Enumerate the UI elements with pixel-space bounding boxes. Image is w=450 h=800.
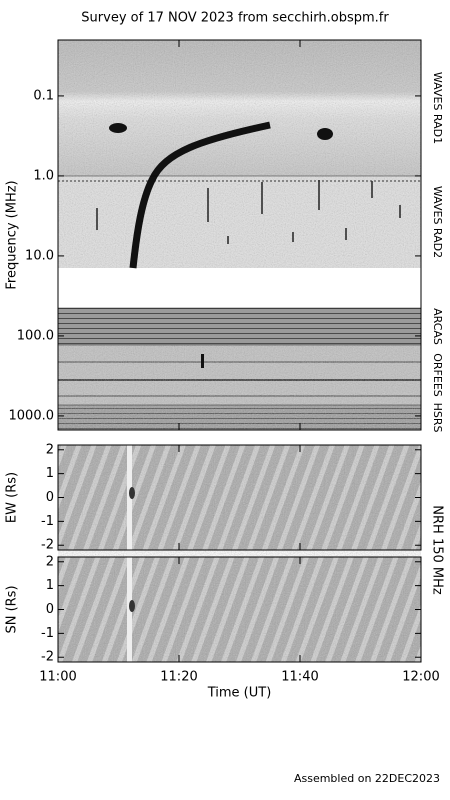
instrument-label: HSRS	[431, 403, 444, 433]
x-tick-label: 12:00	[402, 670, 439, 685]
y-tick-label: 10.0	[25, 248, 54, 263]
instrument-label: WAVES RAD2	[431, 186, 444, 258]
plot-frame	[57, 39, 422, 431]
y-tick-label: 1	[46, 578, 54, 593]
instrument-label: ORFEES	[431, 353, 444, 397]
y-tick-label: -1	[41, 514, 54, 529]
x-tick-label: 11:40	[281, 670, 318, 685]
y-axis-title: SN (Rs)	[5, 585, 20, 633]
footer: Assembled on 22DEC2023	[294, 772, 440, 785]
y-tick-label: -1	[41, 626, 54, 641]
y-tick-label: 1000.0	[9, 408, 55, 423]
x-tick-label: 11:20	[160, 670, 197, 685]
y-tick-label: 0	[46, 490, 54, 505]
x-axis-title: Time (UT)	[207, 686, 272, 701]
y-tick-label: 0	[46, 602, 54, 617]
instrument-label: NRH 150 MHz	[430, 505, 445, 595]
y-tick-label: 100.0	[17, 328, 54, 343]
y-tick-label: -2	[41, 538, 54, 553]
y-axis-title: EW (Rs)	[5, 472, 20, 523]
instrument-label: WAVES RAD1	[431, 72, 444, 144]
x-tick-label: 11:00	[39, 670, 76, 685]
y-tick-label: -2	[41, 650, 54, 665]
y-tick-label: 1	[46, 466, 54, 481]
y-tick-label: 0.1	[33, 88, 54, 103]
y-axis-title: Frequency (MHz)	[5, 180, 20, 289]
spectrogram-image	[58, 40, 421, 662]
y-tick-label: 2	[46, 442, 54, 457]
y-tick-label: 1.0	[33, 168, 54, 183]
instrument-label: ARCAS	[431, 308, 444, 345]
chart-title: Survey of 17 NOV 2023 from secchirh.obsp…	[81, 11, 389, 26]
y-tick-label: 2	[46, 554, 54, 569]
